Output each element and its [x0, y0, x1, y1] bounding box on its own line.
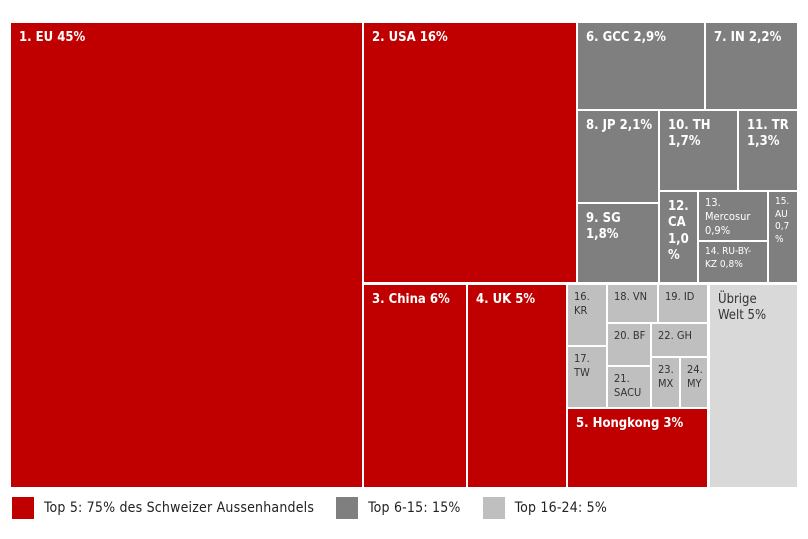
treemap-cell-label: 16. KR	[574, 290, 590, 317]
treemap-cell-label: 9. SG 1,8%	[586, 211, 621, 243]
treemap-cell-label: 18. VN	[614, 290, 648, 303]
legend-item-top16-24: Top 16-24: 5%	[482, 497, 608, 519]
treemap-cell-label: 23. MX	[658, 363, 674, 390]
treemap-cell-7: 7. IN 2,2%	[706, 23, 797, 109]
treemap-cell-label: 20. BF	[614, 329, 646, 342]
treemap-cell-24: 24. MY	[681, 358, 707, 407]
treemap-cell-18: 18. VN	[608, 285, 657, 322]
treemap-cell-label: 17. TW	[574, 352, 590, 379]
treemap-cell-label: 2. USA 16%	[372, 30, 448, 45]
treemap-cell-label: 1. EU 45%	[19, 30, 86, 45]
legend-label-top16-24: Top 16-24: 5%	[514, 500, 608, 516]
treemap-cell-label: 3. China 6%	[372, 292, 450, 307]
treemap-cell-14: 14. RU-BY- KZ 0,8%	[699, 242, 767, 282]
treemap-cell-20: 20. BF	[608, 324, 650, 365]
treemap-cell-label: 8. JP 2,1%	[586, 118, 653, 133]
treemap-cell-12: 12. CA 1,0 %	[660, 192, 697, 282]
treemap-cell-16: 16. KR	[568, 285, 606, 345]
treemap-cell-label: 13. Mercosur 0,9%	[705, 196, 751, 237]
treemap-cell-23: 23. MX	[652, 358, 679, 407]
legend-swatch-top16-24	[482, 497, 505, 519]
treemap-cell-label: 15. AU 0,7 %	[775, 196, 790, 245]
treemap-cell-10: 10. TH 1,7%	[660, 111, 737, 190]
treemap-cell-label: Übrige Welt 5%	[718, 292, 767, 324]
treemap-cell-label: 12. CA 1,0 %	[668, 199, 689, 263]
legend-label-top5: Top 5: 75% des Schweizer Aussenhandels	[44, 500, 315, 516]
treemap-cell-label: 19. ID	[665, 290, 695, 303]
treemap-cell-2: 2. USA 16%	[364, 23, 576, 282]
treemap-cell-label: 5. Hongkong 3%	[576, 416, 684, 431]
treemap-cell-17: 17. TW	[568, 347, 606, 407]
treemap-cell-label: 4. UK 5%	[476, 292, 536, 307]
treemap-cell-13: 13. Mercosur 0,9%	[699, 192, 767, 240]
treemap-cell-9: 9. SG 1,8%	[578, 204, 658, 282]
treemap-cell-8: 8. JP 2,1%	[578, 111, 658, 202]
treemap-cell-label: 7. IN 2,2%	[714, 30, 782, 45]
treemap-cell-11: 11. TR 1,3%	[739, 111, 797, 190]
legend-label-top6-15: Top 6-15: 15%	[368, 500, 461, 516]
chart-legend: Top 5: 75% des Schweizer Aussenhandels T…	[12, 497, 629, 519]
treemap-cell-4: 4. UK 5%	[468, 285, 566, 487]
treemap-cell-15: 15. AU 0,7 %	[769, 192, 797, 282]
treemap-cell-19: 19. ID	[659, 285, 707, 322]
treemap-cell-3: 3. China 6%	[364, 285, 466, 487]
treemap-cell-6: 6. GCC 2,9%	[578, 23, 704, 109]
treemap-cell-25: Übrige Welt 5%	[710, 285, 797, 487]
legend-swatch-top6-15	[336, 497, 359, 519]
treemap-cell-label: 10. TH 1,7%	[668, 118, 711, 150]
treemap-cell-21: 21. SACU	[608, 367, 650, 407]
legend-item-top6-15: Top 6-15: 15%	[336, 497, 460, 519]
legend-item-top5: Top 5: 75% des Schweizer Aussenhandels	[12, 497, 314, 519]
treemap-cell-label: 24. MY	[687, 363, 703, 390]
treemap-cell-5: 5. Hongkong 3%	[568, 409, 707, 487]
treemap-cell-label: 14. RU-BY- KZ 0,8%	[705, 246, 752, 270]
treemap-cell-22: 22. GH	[652, 324, 707, 356]
treemap-cell-label: 22. GH	[658, 329, 692, 342]
treemap-cell-1: 1. EU 45%	[11, 23, 362, 487]
treemap-cell-label: 6. GCC 2,9%	[586, 30, 666, 45]
treemap-cell-label: 21. SACU	[614, 372, 642, 399]
treemap-cell-label: 11. TR 1,3%	[747, 118, 789, 150]
legend-swatch-top5	[12, 497, 34, 519]
